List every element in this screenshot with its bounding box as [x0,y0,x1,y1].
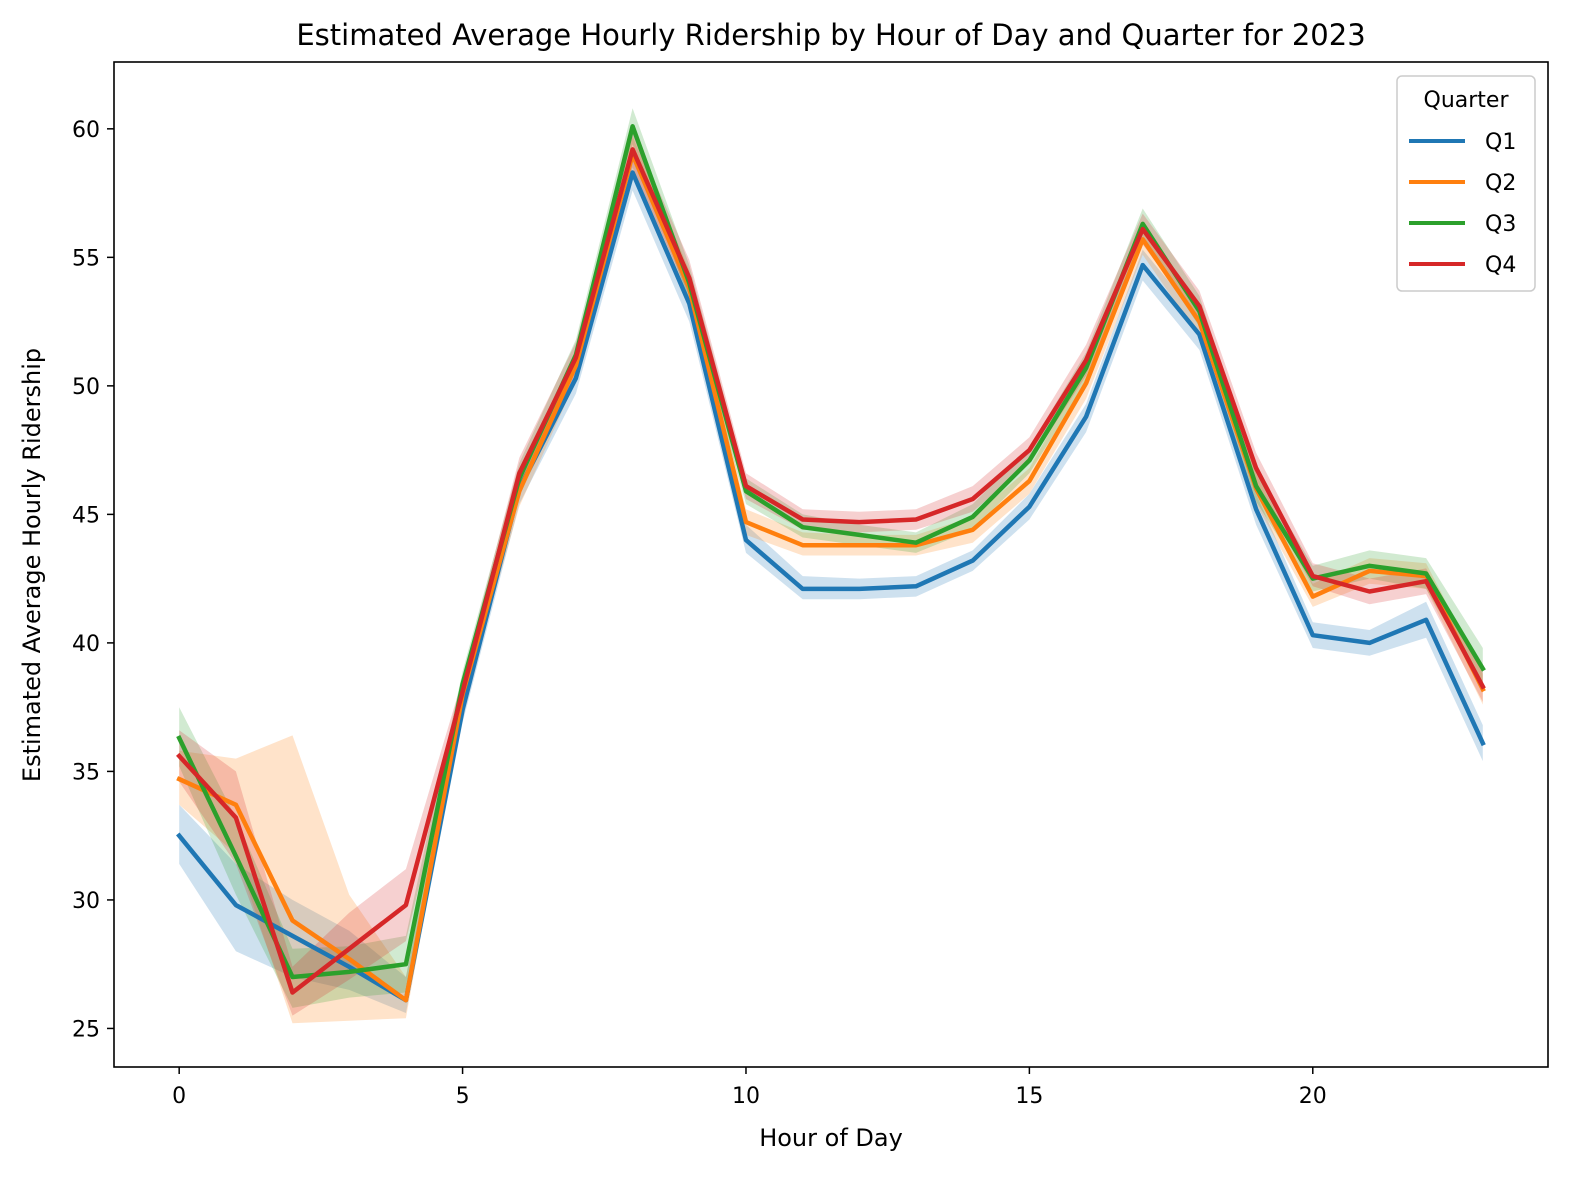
x-axis-label: Hour of Day [759,1124,903,1152]
x-tick-label: 5 [456,1084,470,1109]
plot-frame [113,61,1549,1068]
x-tick-label: 10 [732,1084,760,1109]
y-tick-label: 40 [72,632,100,657]
legend: Quarter Q1 Q2 Q3 Q4 [1396,75,1536,292]
legend-q1-label: Q1 [1485,130,1516,155]
y-tick-label: 60 [72,118,100,143]
legend-q3-label: Q3 [1485,212,1516,237]
y-tick-label: 25 [72,1017,100,1042]
y-tick-label: 45 [72,503,100,528]
q4-line [176,147,1486,995]
chart-title: Estimated Average Hourly Ridership by Ho… [296,18,1365,52]
x-axis-ticks: 0 5 10 15 20 [172,1067,1327,1109]
legend-items: Q1 Q2 Q3 Q4 [1409,130,1516,278]
series-lines [176,124,1486,1003]
legend-q4-label: Q4 [1485,253,1516,278]
x-tick-label: 15 [1015,1084,1043,1109]
y-axis-ticks: 25 30 35 40 45 50 55 60 [72,118,114,1042]
q2-line [176,152,1486,1003]
x-tick-label: 20 [1299,1084,1327,1109]
legend-box [1396,75,1536,292]
y-tick-label: 35 [72,760,100,785]
y-tick-label: 50 [72,375,100,400]
legend-q2-label: Q2 [1485,171,1516,196]
q1-confidence-band [179,157,1483,1014]
y-axis-label: Estimated Average Hourly Ridership [18,348,46,782]
x-tick-label: 0 [172,1084,186,1109]
y-tick-label: 55 [72,246,100,271]
q3-line [176,124,1486,980]
legend-title: Quarter [1424,88,1510,113]
y-tick-label: 30 [72,889,100,914]
